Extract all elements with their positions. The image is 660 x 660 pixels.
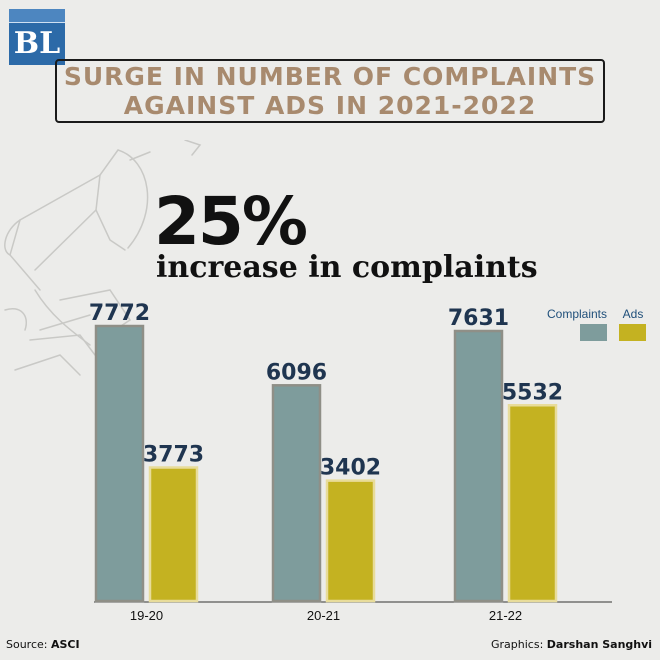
data-label-ads-20-21: 3402 xyxy=(320,456,381,481)
x-tick-label-20-21: 20-21 xyxy=(307,608,340,623)
bar-complaints-21-22 xyxy=(453,329,504,603)
bar-ads-20-21 xyxy=(325,479,376,603)
data-label-ads-21-22: 5532 xyxy=(502,380,563,405)
legend-label-complaints: Complaints xyxy=(547,307,607,321)
data-label-ads-19-20: 3773 xyxy=(143,442,204,467)
logo-text: BL xyxy=(13,26,61,61)
bar-ads-19-20 xyxy=(148,466,199,603)
legend-swatch-complaints xyxy=(580,324,607,341)
graphics-value: Darshan Sanghvi xyxy=(546,638,653,651)
graphics-label: Graphics: xyxy=(491,638,544,651)
bar-complaints-20-21 xyxy=(271,384,322,603)
chart-title-box: SURGE IN NUMBER OF COMPLAINTS AGAINST AD… xyxy=(55,59,605,123)
legend-swatch-ads xyxy=(619,324,646,341)
logo-skyline-band xyxy=(9,9,65,23)
megaphone-illustration xyxy=(4,140,202,376)
headline-subtitle: increase in complaints xyxy=(156,250,538,285)
chart-title-line2: AGAINST ADS IN 2021-2022 xyxy=(123,91,537,120)
x-tick-label-19-20: 19-20 xyxy=(130,608,163,623)
headline-percentage: 25% xyxy=(154,183,308,260)
source-label: Source: xyxy=(6,638,48,651)
source-value: ASCI xyxy=(51,638,80,651)
data-label-complaints-19-20: 7772 xyxy=(89,301,150,326)
legend-label-ads: Ads xyxy=(623,307,644,321)
x-tick-label-21-22: 21-22 xyxy=(489,608,522,623)
graphics-credit: Graphics: Darshan Sanghvi xyxy=(491,638,652,651)
data-label-complaints-20-21: 6096 xyxy=(266,360,327,385)
bar-ads-21-22 xyxy=(507,404,558,603)
chart-title-line1: SURGE IN NUMBER OF COMPLAINTS xyxy=(63,62,597,91)
source-credit: Source: ASCI xyxy=(6,638,80,651)
bar-complaints-19-20 xyxy=(94,324,145,603)
brand-logo: BL xyxy=(9,9,65,65)
data-label-complaints-21-22: 7631 xyxy=(448,306,509,331)
